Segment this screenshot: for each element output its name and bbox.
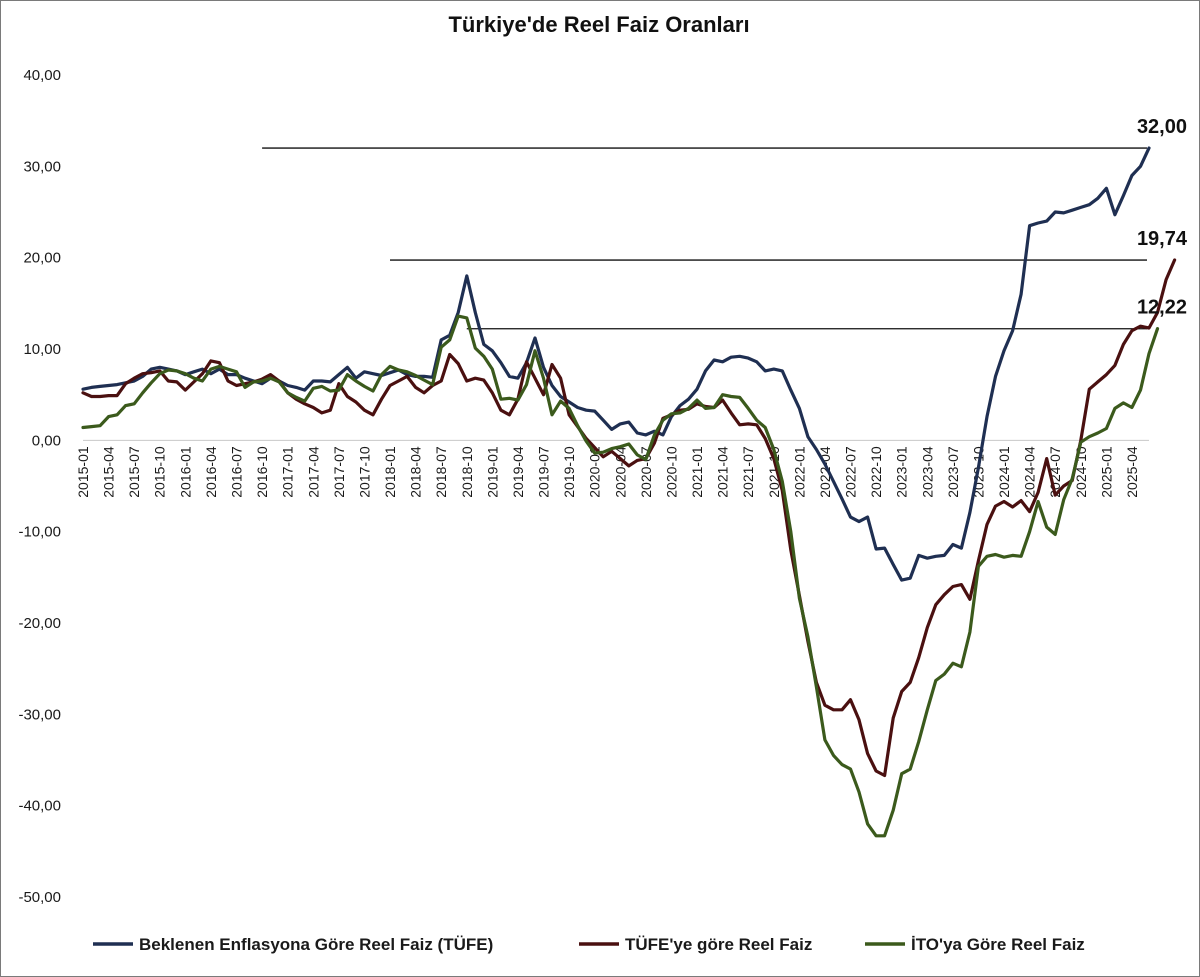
x-tick-label: 2019-10 <box>561 446 577 498</box>
x-tick-label: 2017-07 <box>331 446 347 498</box>
reference-lines <box>262 147 1147 330</box>
y-tick-label: 0,00 <box>32 432 61 449</box>
legend-label: TÜFE'ye göre Reel Faiz <box>625 935 812 954</box>
x-tick-label: 2018-07 <box>433 446 449 498</box>
x-tick-label: 2021-04 <box>715 446 731 498</box>
x-tick-label: 2020-04 <box>612 446 628 498</box>
end-value-label: 32,00 <box>1137 116 1187 138</box>
x-tick-label: 2016-10 <box>254 446 270 498</box>
y-axis: 40,00 30,00 20,00 10,00 0,00 -10,00 -20,00 -30,… <box>18 67 61 906</box>
y-tick-label: 20,00 <box>23 250 61 267</box>
x-tick-label: 2015-01 <box>75 446 91 498</box>
x-tick-label: 2020-07 <box>638 446 654 498</box>
x-tick-label: 2019-01 <box>484 446 500 498</box>
x-tick-label: 2018-01 <box>382 446 398 498</box>
y-tick-label: -30,00 <box>18 706 61 723</box>
end-value-label: 12,22 <box>1137 297 1187 319</box>
series-line-0 <box>81 146 1151 582</box>
series-lines <box>81 146 1177 838</box>
x-tick-label: 2024-01 <box>996 446 1012 498</box>
x-tick-label: 2025-04 <box>1124 446 1140 498</box>
annotations: 32,00 19,74 12,22 <box>1137 116 1188 319</box>
x-tick-label: 2019-07 <box>536 446 552 498</box>
legend: Beklenen Enflasyona Göre Reel Faiz (TÜFE… <box>93 935 1085 954</box>
x-tick-label: 2020-10 <box>663 446 679 498</box>
end-value-label: 19,74 <box>1137 228 1188 250</box>
chart-title: Türkiye'de Reel Faiz Oranları <box>448 12 749 37</box>
x-tick-label: 2016-04 <box>203 446 219 498</box>
x-tick-label: 2024-04 <box>1022 446 1038 498</box>
x-tick-label: 2015-10 <box>152 446 168 498</box>
x-tick-label: 2016-01 <box>177 446 193 498</box>
x-tick-label: 2018-10 <box>459 446 475 498</box>
y-tick-label: 30,00 <box>23 158 61 175</box>
x-tick-label: 2023-04 <box>919 446 935 498</box>
x-tick-label: 2018-04 <box>408 446 424 498</box>
y-tick-label: 10,00 <box>23 341 61 358</box>
x-tick-label: 2015-07 <box>126 446 142 498</box>
x-tick-label: 2016-07 <box>229 446 245 498</box>
x-tick-label: 2022-01 <box>791 446 807 498</box>
x-tick-label: 2021-01 <box>689 446 705 498</box>
series-line-1 <box>81 258 1177 778</box>
x-tick-label: 2023-01 <box>894 446 910 498</box>
x-tick-label: 2017-04 <box>305 446 321 498</box>
y-tick-label: -40,00 <box>18 798 61 815</box>
x-tick-label: 2017-01 <box>280 446 296 498</box>
x-tick-label: 2022-10 <box>868 446 884 498</box>
y-tick-label: -50,00 <box>18 889 61 906</box>
x-tick-label: 2022-07 <box>843 446 859 498</box>
y-tick-label: -20,00 <box>18 615 61 632</box>
legend-label: İTO'ya Göre Reel Faiz <box>911 935 1085 954</box>
series-line-2 <box>81 314 1160 838</box>
legend-label: Beklenen Enflasyona Göre Reel Faiz (TÜFE… <box>139 935 493 954</box>
x-tick-label: 2017-10 <box>356 446 372 498</box>
x-tick-label: 2015-04 <box>101 446 117 498</box>
y-tick-label: -10,00 <box>18 524 61 541</box>
x-tick-label: 2023-07 <box>945 446 961 498</box>
x-tick-label: 2020-01 <box>587 446 603 498</box>
x-tick-label: 2019-04 <box>510 446 526 498</box>
x-tick-label: 2025-01 <box>1098 446 1114 498</box>
x-tick-label: 2021-07 <box>740 446 756 498</box>
y-tick-label: 40,00 <box>23 67 61 84</box>
